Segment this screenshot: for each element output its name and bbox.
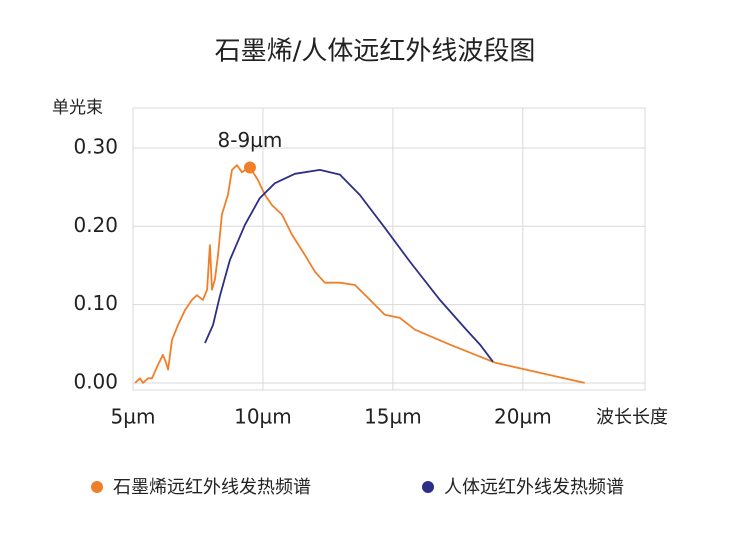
x-tick-label: 5µm [111, 405, 156, 429]
x-axis-label: 波长长度 [596, 407, 668, 428]
x-tick-label: 20µm [494, 405, 552, 429]
annotation: 8-9µm [218, 128, 283, 152]
legend-marker [91, 481, 103, 493]
legend-marker [422, 481, 434, 493]
chart-title: 石墨烯/人体远红外线波段图 [215, 37, 536, 67]
legend-label: 石墨烯远红外线发热频谱 [113, 477, 311, 498]
y-tick-label: 0.10 [73, 291, 118, 315]
y-tick-label: 0.00 [73, 369, 118, 393]
y-tick-label: 0.30 [73, 134, 118, 158]
x-tick-label: 10µm [234, 405, 292, 429]
series-line [134, 164, 585, 384]
series-line [204, 169, 494, 363]
peak-marker [243, 161, 256, 174]
x-tick-label: 15µm [364, 405, 422, 429]
legend-label: 人体远红外线发热频谱 [444, 477, 624, 498]
y-tick-label: 0.20 [73, 213, 118, 237]
y-axis-label: 单光束 [52, 98, 103, 118]
